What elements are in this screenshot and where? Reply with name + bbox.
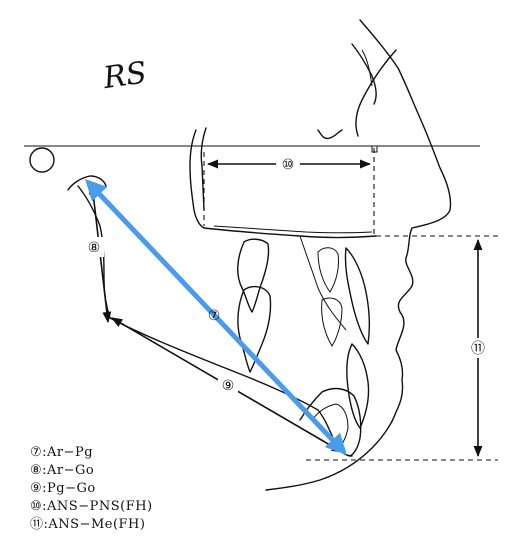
label-7: ⑦: [208, 308, 221, 324]
legend-item-11: ⑪:ANS−Me(FH): [30, 517, 145, 532]
legend-num-9: ⑨: [30, 481, 42, 496]
legend-text-7: :Ar−Pg: [42, 445, 93, 460]
label-9: ⑨: [222, 378, 235, 394]
nasion-mark: [317, 129, 343, 140]
soft-tissue-profile: [265, 19, 452, 491]
label-11: ⑪: [471, 341, 485, 357]
nasal-bone-inner: [361, 49, 373, 87]
legend-item-8: ⑧:Ar−Go: [30, 463, 94, 478]
legend: ⑦:Ar−Pg ⑧:Ar−Go ⑨:Pg−Go ⑩:ANS−PNS(FH) ⑪:…: [30, 445, 153, 532]
legend-item-10: ⑩:ANS−PNS(FH): [30, 499, 153, 514]
ans-tick: [371, 145, 378, 153]
alveolar-outline: [299, 235, 347, 331]
legend-item-7: ⑦:Ar−Pg: [30, 445, 93, 460]
upper-molar: [237, 238, 270, 313]
label-8: ⑧: [88, 240, 101, 256]
label-bg-11: [468, 338, 488, 358]
soft-tissue-nose-line: [355, 49, 397, 137]
legend-item-9: ⑨:Pg−Go: [30, 481, 96, 496]
nasal-bone: [351, 43, 377, 105]
label-10: ⑩: [282, 157, 295, 173]
legend-text-8: :Ar−Go: [42, 463, 94, 478]
legend-text-9: :Pg−Go: [42, 481, 96, 496]
premolar-upper: [317, 247, 339, 293]
legend-num-8: ⑧: [30, 463, 42, 478]
legend-text-11: :ANS−Me(FH): [44, 517, 146, 532]
legend-num-11: ⑪: [30, 517, 44, 532]
pterygoid-structure-inner: [200, 127, 207, 211]
ear-rod-circle: [29, 147, 55, 173]
upper-incisor: [344, 247, 371, 345]
legend-num-10: ⑩: [30, 499, 42, 514]
measure-ar-pg-highlight: [85, 178, 347, 456]
handwritten-annotation: RS: [100, 55, 149, 96]
label-bg-10: [276, 155, 300, 173]
lower-incisor: [346, 343, 370, 429]
legend-text-10: :ANS−PNS(FH): [42, 499, 152, 514]
legend-num-7: ⑦: [30, 445, 42, 460]
